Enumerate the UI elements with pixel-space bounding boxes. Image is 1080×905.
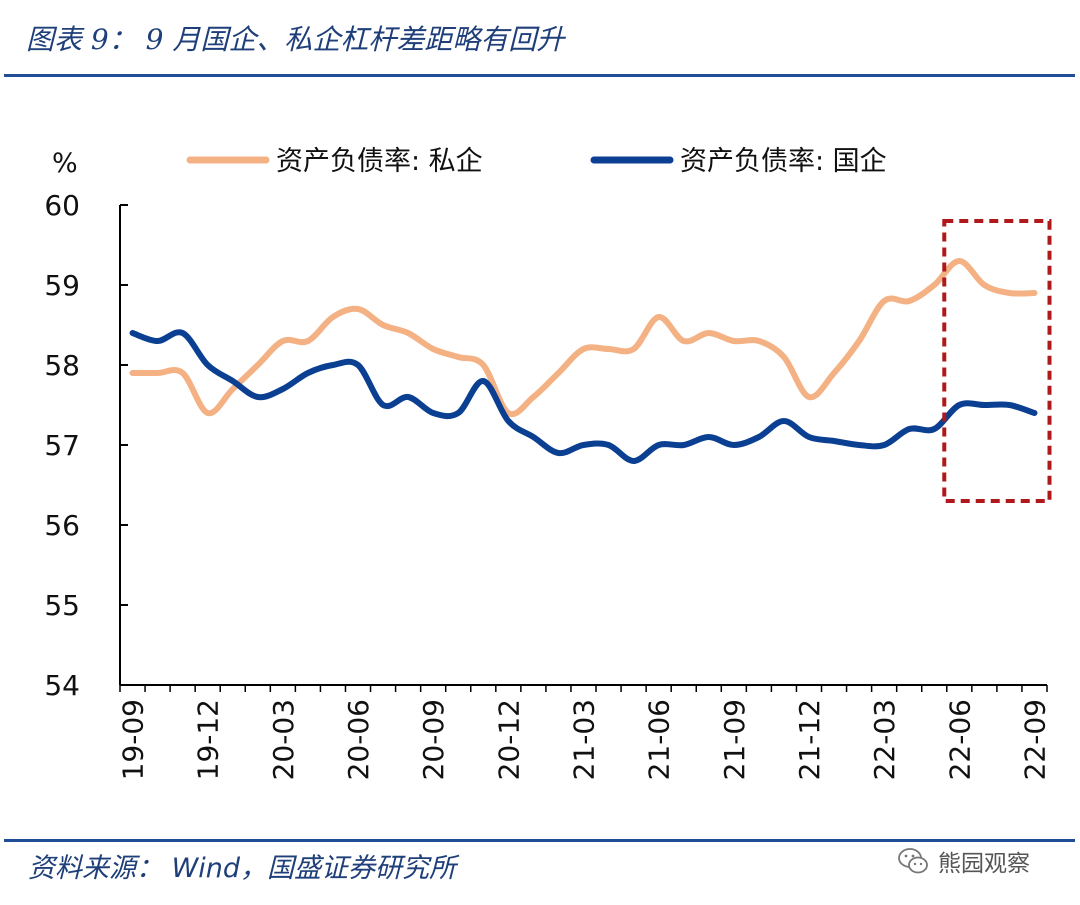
page-title: 图表 9： 9 月国企、私企杠杆差距略有回升: [26, 23, 565, 56]
y-tick-label: 54: [44, 669, 80, 702]
top-divider: [4, 74, 1075, 77]
x-tick-label: 22-06: [943, 699, 976, 780]
x-tick-labels: 19-09 19-12 20-03 20-06 20-09 20-12 21-03 21-06…: [117, 699, 1052, 780]
wechat-icon: [898, 848, 928, 874]
x-tick-label: 19-09: [117, 699, 150, 780]
chart-annotations: [942, 219, 1052, 503]
y-axis-unit-label: %: [52, 148, 78, 179]
watermark: 熊园观察: [896, 844, 1030, 878]
legend-label-private: 资产负债率: 私企: [276, 146, 483, 177]
y-tick-label: 56: [44, 509, 80, 542]
x-tick-label: 21-09: [718, 699, 751, 780]
legend-label-state: 资产负债率: 国企: [680, 146, 887, 177]
highlight-dashed-box: [942, 219, 1052, 503]
x-tick-label: 21-03: [568, 699, 601, 780]
x-tick-label: 21-06: [643, 699, 676, 780]
y-tick-label: 59: [44, 269, 80, 302]
x-tick-label: 20-06: [342, 699, 375, 780]
y-tick-labels: 54 55 56 57 58 59 60: [44, 189, 80, 702]
x-tick-label: 20-12: [492, 699, 525, 780]
y-tick-label: 57: [44, 429, 80, 462]
x-tick-label: 20-09: [417, 699, 450, 780]
chart-series: [129, 258, 1038, 464]
chart-axes: [119, 204, 1048, 692]
x-tick-label: 22-09: [1018, 699, 1051, 780]
x-tick-label: 21-12: [793, 699, 826, 780]
y-tick-label: 58: [44, 349, 80, 382]
x-tick-label: 19-12: [192, 699, 225, 780]
y-tick-label: 55: [44, 589, 80, 622]
source-note: 资料来源： Wind，国盛证券研究所: [28, 853, 457, 884]
watermark-text: 熊园观察: [938, 851, 1030, 877]
x-tick-label: 20-03: [267, 699, 300, 780]
bottom-divider: [4, 839, 1075, 842]
y-tick-label: 60: [44, 189, 80, 222]
x-tick-label: 22-03: [868, 699, 901, 780]
series-line-private: [129, 258, 1038, 418]
chart-legend: 资产负债率: 私企 资产负债率: 国企: [186, 146, 887, 177]
